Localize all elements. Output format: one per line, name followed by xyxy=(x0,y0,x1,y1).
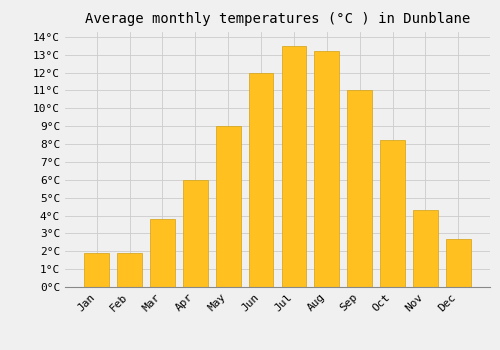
Bar xyxy=(446,239,470,287)
Bar xyxy=(117,253,142,287)
Bar xyxy=(282,46,306,287)
Bar xyxy=(248,72,274,287)
Bar xyxy=(216,126,240,287)
Bar xyxy=(380,140,405,287)
Bar xyxy=(348,90,372,287)
Bar xyxy=(150,219,174,287)
Bar xyxy=(84,253,109,287)
Bar xyxy=(413,210,438,287)
Bar xyxy=(183,180,208,287)
Title: Average monthly temperatures (°C ) in Dunblane: Average monthly temperatures (°C ) in Du… xyxy=(85,12,470,26)
Bar xyxy=(314,51,339,287)
